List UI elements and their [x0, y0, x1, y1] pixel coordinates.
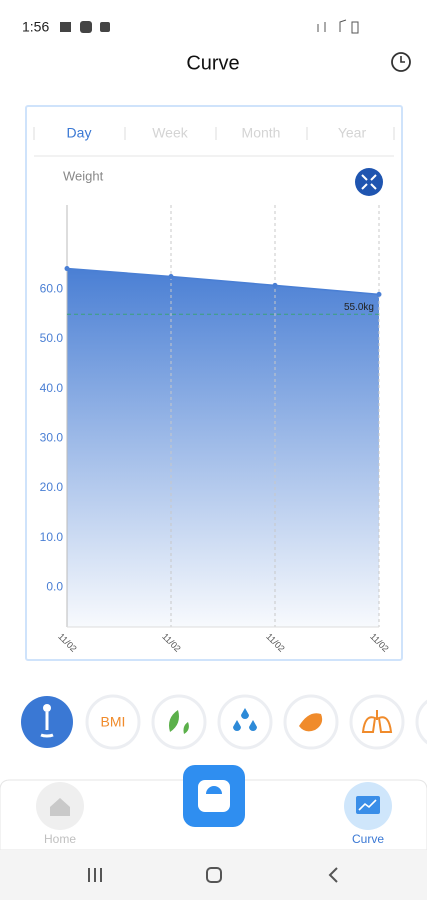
- tab[interactable]: Week: [152, 125, 189, 141]
- y-tick-label: 20.0: [40, 480, 64, 494]
- tab[interactable]: Day: [67, 125, 92, 141]
- history-icon: [400, 56, 405, 63]
- system-home[interactable]: [206, 867, 222, 883]
- history-icon[interactable]: [391, 52, 411, 72]
- point: [376, 291, 382, 297]
- y-tick-label: 0.0: [46, 579, 63, 593]
- point: [272, 282, 278, 288]
- fullscreen-icon: [361, 174, 377, 190]
- status-icons: [317, 19, 359, 34]
- y-tick-label: 30.0: [40, 431, 64, 445]
- status-icon: [60, 22, 71, 32]
- status-icon: [80, 21, 92, 33]
- metric-icon: [299, 713, 323, 732]
- y-tick-label: 60.0: [40, 282, 64, 296]
- metric-bmi[interactable]: [85, 694, 141, 750]
- metric-lungs[interactable]: [349, 694, 405, 750]
- status-icon: [100, 22, 110, 32]
- header-title: Curve: [186, 52, 239, 74]
- nav-icon: [356, 796, 380, 814]
- system-nav: [0, 850, 427, 900]
- tab[interactable]: Month: [242, 125, 281, 141]
- metric-icon: [40, 712, 54, 738]
- fullscreen-button[interactable]: [355, 168, 383, 196]
- metric-icon: [233, 708, 257, 731]
- point: [168, 273, 174, 279]
- status-icons: [300, 21, 360, 33]
- tab[interactable]: Year: [338, 125, 367, 141]
- nav-label: Curve: [352, 832, 384, 846]
- y-tick-label: 40.0: [40, 381, 64, 395]
- nav-icon: [50, 798, 70, 816]
- nav-label: Home: [44, 832, 76, 846]
- system-recent[interactable]: [88, 868, 102, 882]
- metric-label: BMI: [101, 714, 126, 730]
- metric-icon: [361, 710, 393, 733]
- metric-more[interactable]: [415, 696, 427, 748]
- metric-fat[interactable]: [151, 694, 207, 750]
- y-tick-label: 10.0: [40, 530, 64, 544]
- metric-icon: [43, 704, 51, 712]
- metric-icon: [169, 710, 189, 734]
- point: [64, 266, 70, 272]
- area: [67, 268, 379, 627]
- status-time: 1:56: [22, 19, 49, 35]
- nav-icon: [198, 780, 230, 812]
- y-axis-label: Weight: [63, 168, 104, 183]
- y-tick-label: 50.0: [40, 331, 64, 345]
- line: [66, 267, 380, 296]
- nav-icon: [206, 786, 222, 794]
- system-back[interactable]: [328, 867, 338, 883]
- nav-icon: [358, 799, 377, 811]
- metric-water[interactable]: [217, 694, 273, 750]
- target-label: 55.0kg: [344, 302, 374, 313]
